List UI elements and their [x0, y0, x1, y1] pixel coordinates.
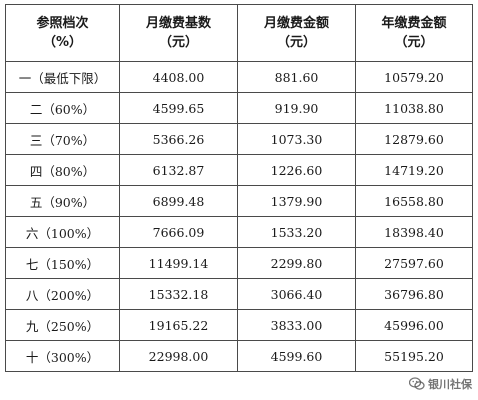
cell-monthly-amount: 3066.40	[237, 278, 356, 310]
cell-monthly-base: 5366.26	[119, 123, 238, 155]
header-annual-amount: 年缴费金额 （元）	[355, 4, 473, 62]
cell-level: 二（60%）	[5, 92, 120, 124]
cell-annual-amount: 11038.80	[355, 92, 473, 124]
table-row: 四（80%） 6132.87 1226.60 14719.20	[5, 154, 473, 186]
cell-annual-amount: 55195.20	[355, 340, 473, 372]
cell-annual-amount: 36796.80	[355, 278, 473, 310]
cell-monthly-amount: 881.60	[237, 61, 356, 93]
table-row: 二（60%） 4599.65 919.90 11038.80	[5, 92, 473, 124]
cell-level: 六（100%）	[5, 216, 120, 248]
contribution-rate-table: 参照档次 （%） 月缴费基数 （元） 月缴费金额 （元） 年缴费金额 （元） 一…	[5, 4, 473, 372]
cell-monthly-base: 15332.18	[119, 278, 238, 310]
cell-monthly-amount: 3833.00	[237, 309, 356, 341]
cell-monthly-amount: 2299.80	[237, 247, 356, 279]
table-row: 一（最低下限） 4408.00 881.60 10579.20	[5, 61, 473, 93]
table-row: 九（250%） 19165.22 3833.00 45996.00	[5, 309, 473, 341]
cell-monthly-base: 7666.09	[119, 216, 238, 248]
table-row: 三（70%） 5366.26 1073.30 12879.60	[5, 123, 473, 155]
table-header-row: 参照档次 （%） 月缴费基数 （元） 月缴费金额 （元） 年缴费金额 （元）	[5, 4, 473, 62]
cell-annual-amount: 12879.60	[355, 123, 473, 155]
cell-level: 四（80%）	[5, 154, 120, 186]
cell-monthly-amount: 4599.60	[237, 340, 356, 372]
header-level: 参照档次 （%）	[5, 4, 120, 62]
header-monthly-amount: 月缴费金额 （元）	[237, 4, 356, 62]
cell-monthly-base: 11499.14	[119, 247, 238, 279]
watermark: 银川社保	[409, 376, 472, 392]
cell-monthly-amount: 919.90	[237, 92, 356, 124]
header-monthly-base-unit: （元）	[158, 35, 198, 50]
cell-level: 十（300%）	[5, 340, 120, 372]
header-monthly-base: 月缴费基数 （元）	[119, 4, 238, 62]
cell-level: 五（90%）	[5, 185, 120, 217]
header-monthly-base-title: 月缴费基数	[145, 16, 211, 31]
header-level-title: 参照档次	[36, 16, 89, 31]
table-row: 十（300%） 22998.00 4599.60 55195.20	[5, 340, 473, 372]
cell-monthly-amount: 1226.60	[237, 154, 356, 186]
cell-monthly-base: 6132.87	[119, 154, 238, 186]
cell-annual-amount: 14719.20	[355, 154, 473, 186]
cell-level: 一（最低下限）	[5, 61, 120, 93]
cell-level: 七（150%）	[5, 247, 120, 279]
cell-monthly-base: 4408.00	[119, 61, 238, 93]
table-row: 八（200%） 15332.18 3066.40 36796.80	[5, 278, 473, 310]
cell-monthly-amount: 1533.20	[237, 216, 356, 248]
cell-monthly-amount: 1379.90	[237, 185, 356, 217]
cell-monthly-base: 6899.48	[119, 185, 238, 217]
cell-monthly-base: 22998.00	[119, 340, 238, 372]
cell-monthly-base: 4599.65	[119, 92, 238, 124]
cell-annual-amount: 16558.80	[355, 185, 473, 217]
header-monthly-amount-unit: （元）	[276, 35, 316, 50]
cell-annual-amount: 10579.20	[355, 61, 473, 93]
cell-level: 九（250%）	[5, 309, 120, 341]
header-annual-amount-unit: （元）	[394, 35, 434, 50]
table-row: 六（100%） 7666.09 1533.20 18398.40	[5, 216, 473, 248]
watermark-text: 银川社保	[428, 378, 472, 391]
cell-monthly-base: 19165.22	[119, 309, 238, 341]
header-monthly-amount-title: 月缴费金额	[263, 16, 329, 31]
header-annual-amount-title: 年缴费金额	[381, 16, 447, 31]
cell-annual-amount: 18398.40	[355, 216, 473, 248]
wechat-logo-icon	[409, 377, 425, 390]
header-level-unit: （%）	[42, 35, 83, 50]
table-row: 七（150%） 11499.14 2299.80 27597.60	[5, 247, 473, 279]
cell-monthly-amount: 1073.30	[237, 123, 356, 155]
cell-annual-amount: 27597.60	[355, 247, 473, 279]
cell-level: 八（200%）	[5, 278, 120, 310]
cell-annual-amount: 45996.00	[355, 309, 473, 341]
cell-level: 三（70%）	[5, 123, 120, 155]
table-row: 五（90%） 6899.48 1379.90 16558.80	[5, 185, 473, 217]
